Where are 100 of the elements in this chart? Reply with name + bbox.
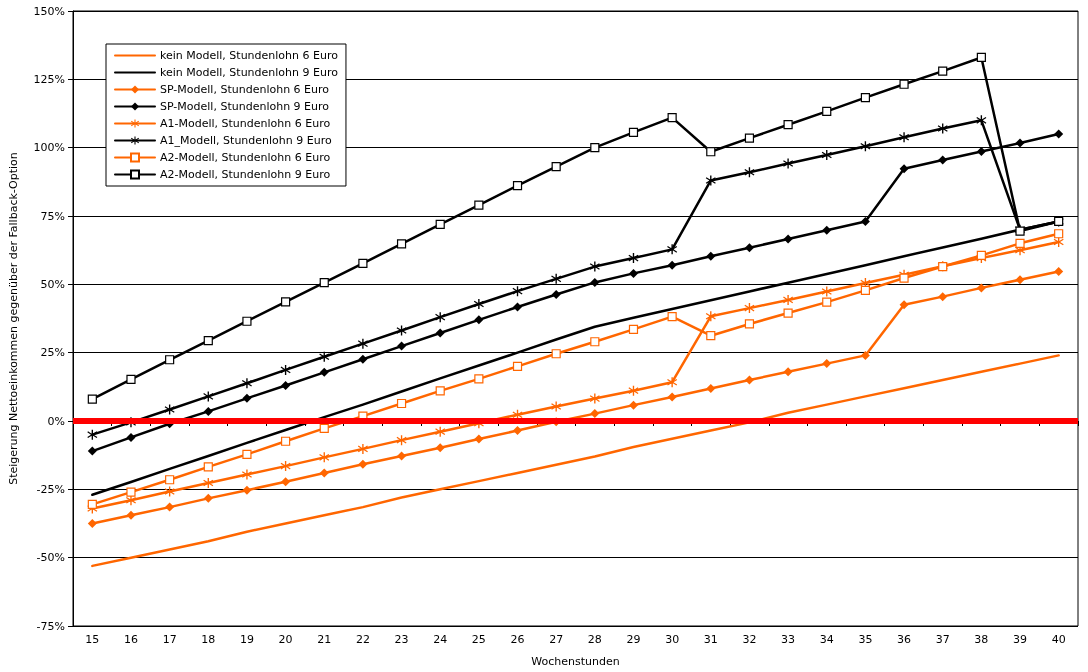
- y-tick-label: 50%: [40, 277, 65, 291]
- point: [281, 477, 291, 487]
- point: [165, 475, 175, 485]
- point: [706, 331, 716, 341]
- x-tick-label: 23: [394, 633, 409, 646]
- x-tick-label: 16: [123, 633, 138, 646]
- point: [860, 285, 870, 295]
- y-tick-label: -50%: [36, 551, 65, 565]
- x-tick-label: 15: [85, 633, 100, 646]
- point: [281, 380, 291, 390]
- point: [822, 297, 832, 307]
- point: [899, 132, 910, 143]
- point: [744, 319, 755, 329]
- point: [1015, 275, 1025, 285]
- point: [667, 113, 677, 123]
- point: [87, 394, 97, 404]
- y-tick-label: 150%: [33, 4, 65, 18]
- x-tick-label: 29: [626, 633, 641, 646]
- point: [512, 361, 523, 371]
- point: [938, 66, 948, 76]
- point: [396, 239, 407, 249]
- point: [474, 200, 484, 210]
- x-axis-title: Wochenstunden: [531, 655, 620, 668]
- x-tick-label: 22: [355, 633, 370, 646]
- point: [358, 459, 368, 469]
- point: [628, 385, 639, 396]
- x-tick-label: 20: [278, 633, 293, 646]
- point: [203, 493, 213, 503]
- point: [590, 337, 600, 347]
- x-tick-label: 30: [665, 633, 680, 646]
- x-tick-label: 19: [239, 633, 254, 646]
- point: [551, 349, 561, 359]
- point: [126, 432, 136, 442]
- point: [938, 292, 948, 302]
- point: [319, 351, 330, 362]
- point: [667, 260, 677, 270]
- point: [976, 250, 986, 260]
- point: [1054, 129, 1064, 139]
- point: [937, 123, 948, 134]
- point: [628, 127, 639, 137]
- point: [783, 120, 793, 130]
- point: [667, 377, 678, 388]
- legend-label: SP-Modell, Stundenlohn 6 Euro: [160, 83, 330, 96]
- point: [474, 315, 484, 325]
- point: [396, 398, 407, 409]
- point: [242, 316, 252, 326]
- point: [87, 499, 97, 509]
- point: [899, 273, 909, 283]
- point: [241, 378, 252, 389]
- point: [125, 495, 136, 506]
- legend-label: kein Modell, Stundenlohn 9 Euro: [160, 66, 339, 79]
- legend-label: A1_Modell, Stundenlohn 9 Euro: [160, 134, 332, 147]
- point: [628, 324, 639, 335]
- point: [976, 283, 986, 293]
- x-tick-label: 39: [1013, 633, 1028, 646]
- point: [744, 375, 754, 385]
- point: [976, 115, 987, 126]
- point: [821, 286, 832, 297]
- point: [435, 328, 445, 338]
- point: [242, 449, 252, 459]
- legend-label: kein Modell, Stundenlohn 6 Euro: [160, 49, 339, 62]
- point: [87, 446, 97, 456]
- legend-label: SP-Modell, Stundenlohn 9 Euro: [160, 100, 330, 113]
- point: [203, 478, 214, 489]
- point: [860, 350, 870, 360]
- point: [474, 434, 484, 444]
- point: [590, 277, 600, 287]
- x-tick-label: 36: [897, 633, 912, 646]
- point: [667, 392, 677, 402]
- point: [1054, 229, 1064, 239]
- point: [899, 300, 909, 310]
- point: [319, 423, 329, 433]
- y-tick-label: -25%: [36, 482, 65, 496]
- point: [126, 374, 136, 385]
- x-tick-label: 26: [510, 633, 525, 646]
- point: [783, 234, 793, 244]
- point: [164, 404, 175, 415]
- y-tick-label: -75%: [36, 619, 65, 633]
- x-tick-label: 38: [974, 633, 989, 646]
- point: [281, 436, 291, 446]
- x-tick-label: 28: [587, 633, 602, 646]
- x-tick-label: 24: [433, 633, 448, 646]
- point: [126, 510, 136, 520]
- legend-label: A1-Modell, Stundenlohn 6 Euro: [160, 117, 331, 130]
- legend-label: A2-Modell, Stundenlohn 9 Euro: [160, 168, 331, 181]
- point: [590, 143, 600, 153]
- point: [744, 243, 754, 253]
- x-tick-label: 27: [549, 633, 564, 646]
- point: [822, 225, 832, 235]
- point: [435, 386, 445, 396]
- point: [976, 52, 986, 63]
- y-tick-label: 100%: [33, 141, 65, 155]
- point: [319, 278, 329, 288]
- point: [358, 258, 368, 268]
- point: [241, 469, 252, 480]
- point: [1054, 266, 1064, 276]
- point: [435, 219, 445, 230]
- x-tick-label: 31: [703, 633, 718, 646]
- point: [744, 167, 755, 178]
- x-tick-label: 40: [1051, 633, 1066, 646]
